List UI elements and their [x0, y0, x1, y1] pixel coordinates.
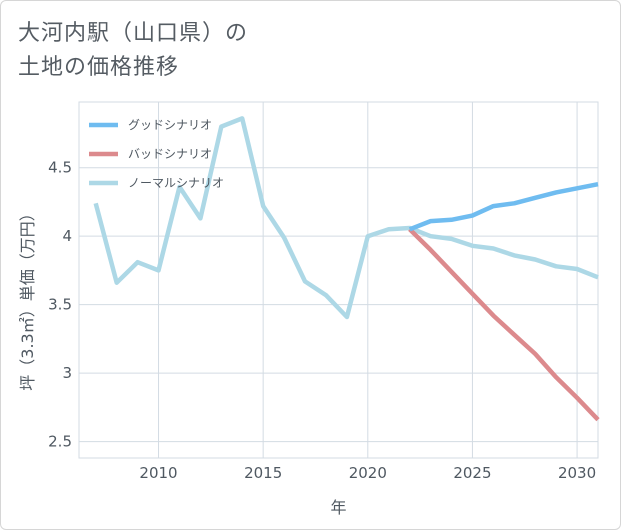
- chart-title-line-1: 大河内駅（山口県）の: [18, 21, 249, 46]
- legend-label: ノーマルシナリオ: [128, 176, 224, 190]
- y-tick-label: 2.5: [48, 433, 72, 451]
- y-tick-labels: 2.5 3 3.5 4 4.5: [48, 159, 72, 451]
- x-axis-title: 年: [330, 498, 346, 517]
- series-lines: [93, 116, 600, 422]
- y-tick-label: 3: [62, 364, 72, 382]
- x-tick-labels: 2010 2015 2020 2025 2030: [139, 464, 596, 482]
- series-line-1: [408, 227, 600, 422]
- x-tick-label: 2020: [349, 464, 387, 482]
- plot-border: [78, 101, 599, 459]
- y-tick-label: 3.5: [48, 296, 72, 314]
- series-line-2: [93, 116, 599, 320]
- chart-title-line-2: 土地の価格推移: [18, 55, 180, 80]
- y-axis-title: 坪（3.3㎡）単価（万円）: [18, 205, 37, 390]
- x-tick-label: 2030: [558, 464, 596, 482]
- legend-label: バッドシナリオ: [128, 147, 212, 161]
- chart-title: 大河内駅（山口県）の 土地の価格推移: [18, 17, 248, 85]
- legend-label: グッドシナリオ: [128, 118, 212, 132]
- x-tick-label: 2010: [139, 464, 177, 482]
- series-line-0: [408, 181, 599, 232]
- y-tick-label: 4.5: [48, 159, 72, 177]
- y-tick-label: 4: [62, 227, 72, 245]
- x-tick-label: 2015: [244, 464, 282, 482]
- x-tick-label: 2025: [453, 464, 491, 482]
